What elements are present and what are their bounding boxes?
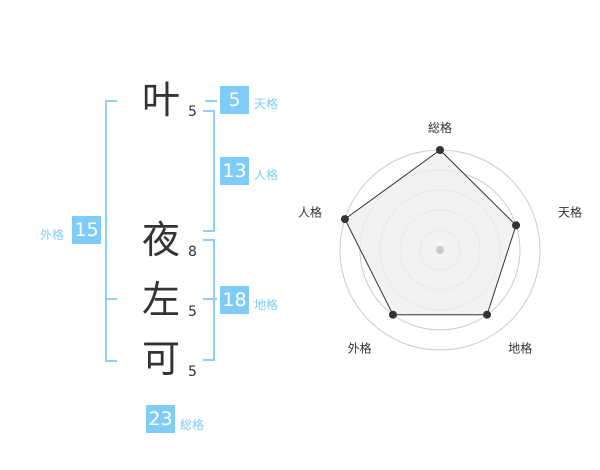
tenkaku-value: 5 [220, 86, 249, 114]
data-point [436, 146, 444, 154]
character: 叶 [141, 78, 180, 122]
center-dot [436, 246, 444, 254]
gaikaku-label: 外格 [40, 228, 65, 242]
data-polygon [344, 149, 517, 316]
character: 左 [141, 278, 180, 322]
gaikaku-value: 15 [72, 216, 101, 244]
jinkaku-label: 人格 [254, 168, 279, 182]
data-point [512, 221, 521, 230]
stroke-count: 5 [188, 364, 197, 380]
character: 可 [141, 337, 180, 381]
axis-label: 人格 [298, 204, 322, 219]
jinkaku-value: 13 [220, 157, 249, 185]
axis-label: 天格 [558, 204, 582, 219]
data-point [388, 310, 397, 319]
character: 夜 [141, 218, 180, 262]
stroke-count: 8 [188, 244, 197, 260]
stroke-count: 5 [188, 304, 197, 320]
bracket-tick [105, 298, 117, 300]
jinkaku-bracket [203, 110, 215, 232]
data-point [483, 310, 492, 319]
chikaku-bracket [203, 239, 215, 361]
axis-label: 外格 [348, 341, 372, 356]
tenkaku-label: 天格 [254, 97, 279, 111]
gaikaku-bracket [105, 100, 117, 362]
soukaku-label: 総格 [180, 418, 205, 432]
chikaku-value: 18 [220, 286, 249, 314]
tenkaku-bracket [205, 100, 217, 102]
bracket-tick [203, 298, 217, 300]
axis-label: 総格 [428, 120, 452, 135]
stroke-count: 5 [188, 104, 197, 120]
axis-label: 地格 [508, 341, 532, 356]
soukaku-value: 23 [146, 405, 175, 433]
data-point [340, 215, 349, 224]
chikaku-label: 地格 [254, 298, 279, 312]
